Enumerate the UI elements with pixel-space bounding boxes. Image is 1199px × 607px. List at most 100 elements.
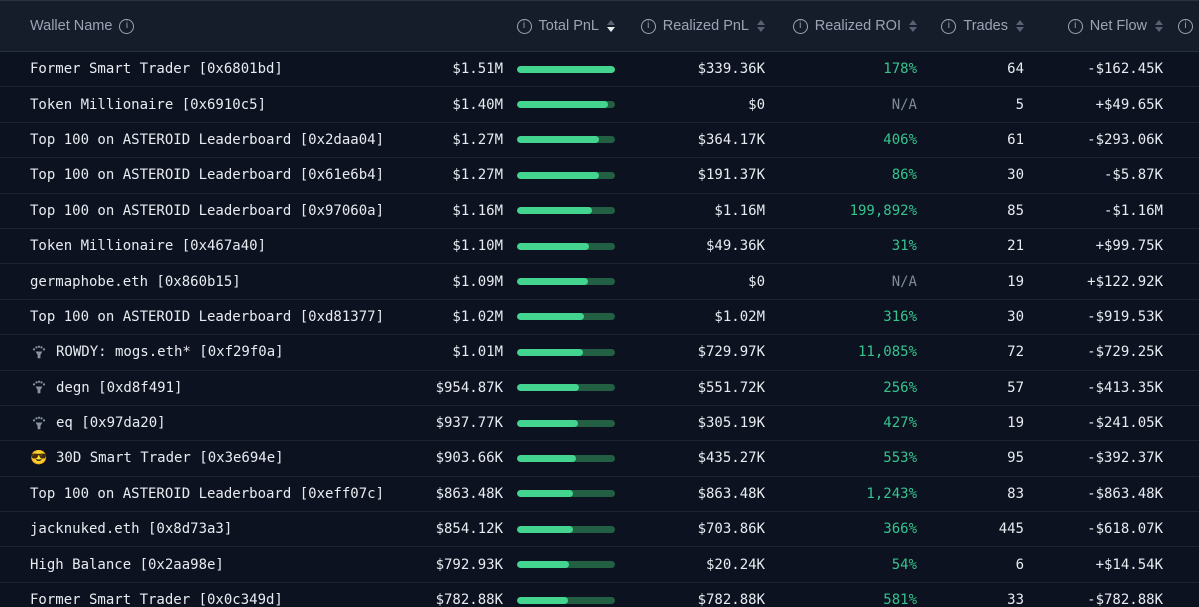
realized-roi-value: 427% xyxy=(883,415,917,432)
table-row[interactable]: Token Millionaire [0x6910c5] $1.40M $0 N… xyxy=(0,87,1199,123)
table-row[interactable]: 😎 30D Smart Trader [0x3e694e] $903.66K $… xyxy=(0,441,1199,477)
total-pnl-value: $937.77K xyxy=(435,415,503,432)
sort-icon-total-pnl[interactable] xyxy=(607,19,615,33)
realized-pnl-value: $863.48K xyxy=(697,485,765,502)
realized-roi-value: 199,892% xyxy=(849,202,917,219)
realized-pnl-value: $435.27K xyxy=(697,450,765,467)
pnl-bar-track xyxy=(517,136,615,144)
net-flow-value: -$241.05K xyxy=(1087,415,1163,432)
column-header-net-flow[interactable]: i Net Flow xyxy=(1024,18,1163,34)
wallet-name: degn [0xd8f491] xyxy=(56,379,183,396)
pnl-bar-track xyxy=(517,65,615,73)
pnl-bar-track xyxy=(517,596,615,604)
realized-roi-value: 316% xyxy=(883,308,917,325)
realized-roi-label: Realized ROI xyxy=(814,18,901,34)
table-row[interactable]: degn [0xd8f491] $954.87K $551.72K 256% 5… xyxy=(0,371,1199,406)
pnl-bar-fill xyxy=(517,171,600,179)
net-flow-value: +$49.65K xyxy=(1095,96,1163,113)
sort-icon-net-flow[interactable] xyxy=(1155,19,1163,33)
total-pnl-value: $1.16M xyxy=(452,202,503,219)
info-icon[interactable]: i xyxy=(516,18,532,34)
column-header-realized-roi[interactable]: i Realized ROI xyxy=(765,18,917,34)
total-pnl-bar xyxy=(503,348,615,356)
magic-trick-icon xyxy=(30,345,48,360)
trades-value: 61 xyxy=(1007,131,1024,148)
total-pnl-value: $1.10M xyxy=(452,238,503,255)
pnl-bar-fill xyxy=(517,384,579,392)
trades-value: 57 xyxy=(1007,379,1024,396)
net-flow-value: -$293.06K xyxy=(1087,131,1163,148)
net-flow-value: -$919.53K xyxy=(1087,308,1163,325)
column-header-realized-pnl[interactable]: i Realized PnL xyxy=(615,18,765,34)
sort-icon-realized-pnl[interactable] xyxy=(757,19,765,33)
table-row[interactable]: jacknuked.eth [0x8d73a3] $854.12K $703.8… xyxy=(0,512,1199,548)
wallet-name: Token Millionaire [0x6910c5] xyxy=(30,96,267,113)
info-icon[interactable]: i xyxy=(119,18,135,34)
info-icon[interactable]: i xyxy=(640,18,656,34)
total-pnl-value: $1.02M xyxy=(452,308,503,325)
table-row[interactable]: Former Smart Trader [0x0c349d] $782.88K … xyxy=(0,583,1199,607)
realized-pnl-value: $20.24K xyxy=(705,556,765,573)
wallet-name: Top 100 on ASTEROID Leaderboard [0xd8137… xyxy=(30,308,385,325)
pnl-bar-track xyxy=(517,171,615,179)
total-pnl-bar xyxy=(503,313,615,321)
trades-value: 19 xyxy=(1007,273,1024,290)
realized-roi-value: 54% xyxy=(891,556,917,573)
pnl-bar-fill xyxy=(517,454,576,462)
trades-value: 30 xyxy=(1007,167,1024,184)
column-header-next-partial[interactable]: i xyxy=(1163,18,1199,34)
total-pnl-value: $1.27M xyxy=(452,131,503,148)
pnl-bar-track xyxy=(517,207,615,215)
column-header-trades[interactable]: i Trades xyxy=(917,18,1024,34)
pnl-bar-track xyxy=(517,101,615,109)
info-icon[interactable]: i xyxy=(1178,18,1193,34)
net-flow-value: -$1.16M xyxy=(1103,202,1163,219)
net-flow-value: -$392.37K xyxy=(1087,450,1163,467)
wallet-name: Token Millionaire [0x467a40] xyxy=(30,238,267,255)
trades-value: 64 xyxy=(1007,61,1024,78)
realized-roi-value: 406% xyxy=(883,131,917,148)
net-flow-value: -$618.07K xyxy=(1087,521,1163,538)
table-row[interactable]: Top 100 on ASTEROID Leaderboard [0xd8137… xyxy=(0,300,1199,336)
info-icon[interactable]: i xyxy=(1067,18,1083,34)
table-row[interactable]: Top 100 on ASTEROID Leaderboard [0x97060… xyxy=(0,194,1199,229)
pnl-bar-fill xyxy=(517,313,584,321)
table-row[interactable]: germaphobe.eth [0x860b15] $1.09M $0 N/A … xyxy=(0,264,1199,300)
pnl-bar-track xyxy=(517,313,615,321)
table-row[interactable]: Top 100 on ASTEROID Leaderboard [0x61e6b… xyxy=(0,158,1199,194)
pnl-bar-fill xyxy=(517,596,568,604)
sort-icon-trades[interactable] xyxy=(1016,19,1024,33)
trades-value: 95 xyxy=(1007,450,1024,467)
total-pnl-value: $792.93K xyxy=(435,556,503,573)
net-flow-value: -$162.45K xyxy=(1087,61,1163,78)
table-row[interactable]: eq [0x97da20] $937.77K $305.19K 427% 19 … xyxy=(0,406,1199,442)
table-row[interactable]: Top 100 on ASTEROID Leaderboard [0x2daa0… xyxy=(0,123,1199,159)
net-flow-label: Net Flow xyxy=(1089,18,1147,34)
table-row[interactable]: ROWDY: mogs.eth* [0xf29f0a] $1.01M $729.… xyxy=(0,335,1199,371)
total-pnl-value: $782.88K xyxy=(435,592,503,607)
realized-pnl-value: $305.19K xyxy=(697,415,765,432)
realized-roi-value: 11,085% xyxy=(857,344,917,361)
wallet-name: jacknuked.eth [0x8d73a3] xyxy=(30,521,233,538)
column-header-wallet-name[interactable]: Wallet Name i xyxy=(30,18,413,34)
pnl-bar-fill xyxy=(517,65,615,73)
realized-roi-value: 581% xyxy=(883,592,917,607)
realized-pnl-value: $1.16M xyxy=(714,202,765,219)
table-row[interactable]: Token Millionaire [0x467a40] $1.10M $49.… xyxy=(0,229,1199,265)
sort-icon-realized-roi[interactable] xyxy=(909,19,917,33)
magic-trick-icon xyxy=(30,380,48,395)
net-flow-value: -$5.87K xyxy=(1103,167,1163,184)
pnl-bar-fill xyxy=(517,419,578,427)
column-header-total-pnl[interactable]: i Total PnL xyxy=(413,18,615,34)
info-icon[interactable]: i xyxy=(941,18,957,34)
pnl-bar-track xyxy=(517,454,615,462)
table-row[interactable]: Top 100 on ASTEROID Leaderboard [0xeff07… xyxy=(0,477,1199,513)
table-row[interactable]: Former Smart Trader [0x6801bd] $1.51M $3… xyxy=(0,52,1199,88)
table-row[interactable]: High Balance [0x2aa98e] $792.93K $20.24K… xyxy=(0,547,1199,583)
magic-trick-icon xyxy=(30,416,48,431)
realized-roi-value: 86% xyxy=(891,167,917,184)
trades-value: 33 xyxy=(1007,592,1024,607)
pnl-bar-fill xyxy=(517,207,593,215)
total-pnl-bar xyxy=(503,242,615,250)
info-icon[interactable]: i xyxy=(792,18,808,34)
